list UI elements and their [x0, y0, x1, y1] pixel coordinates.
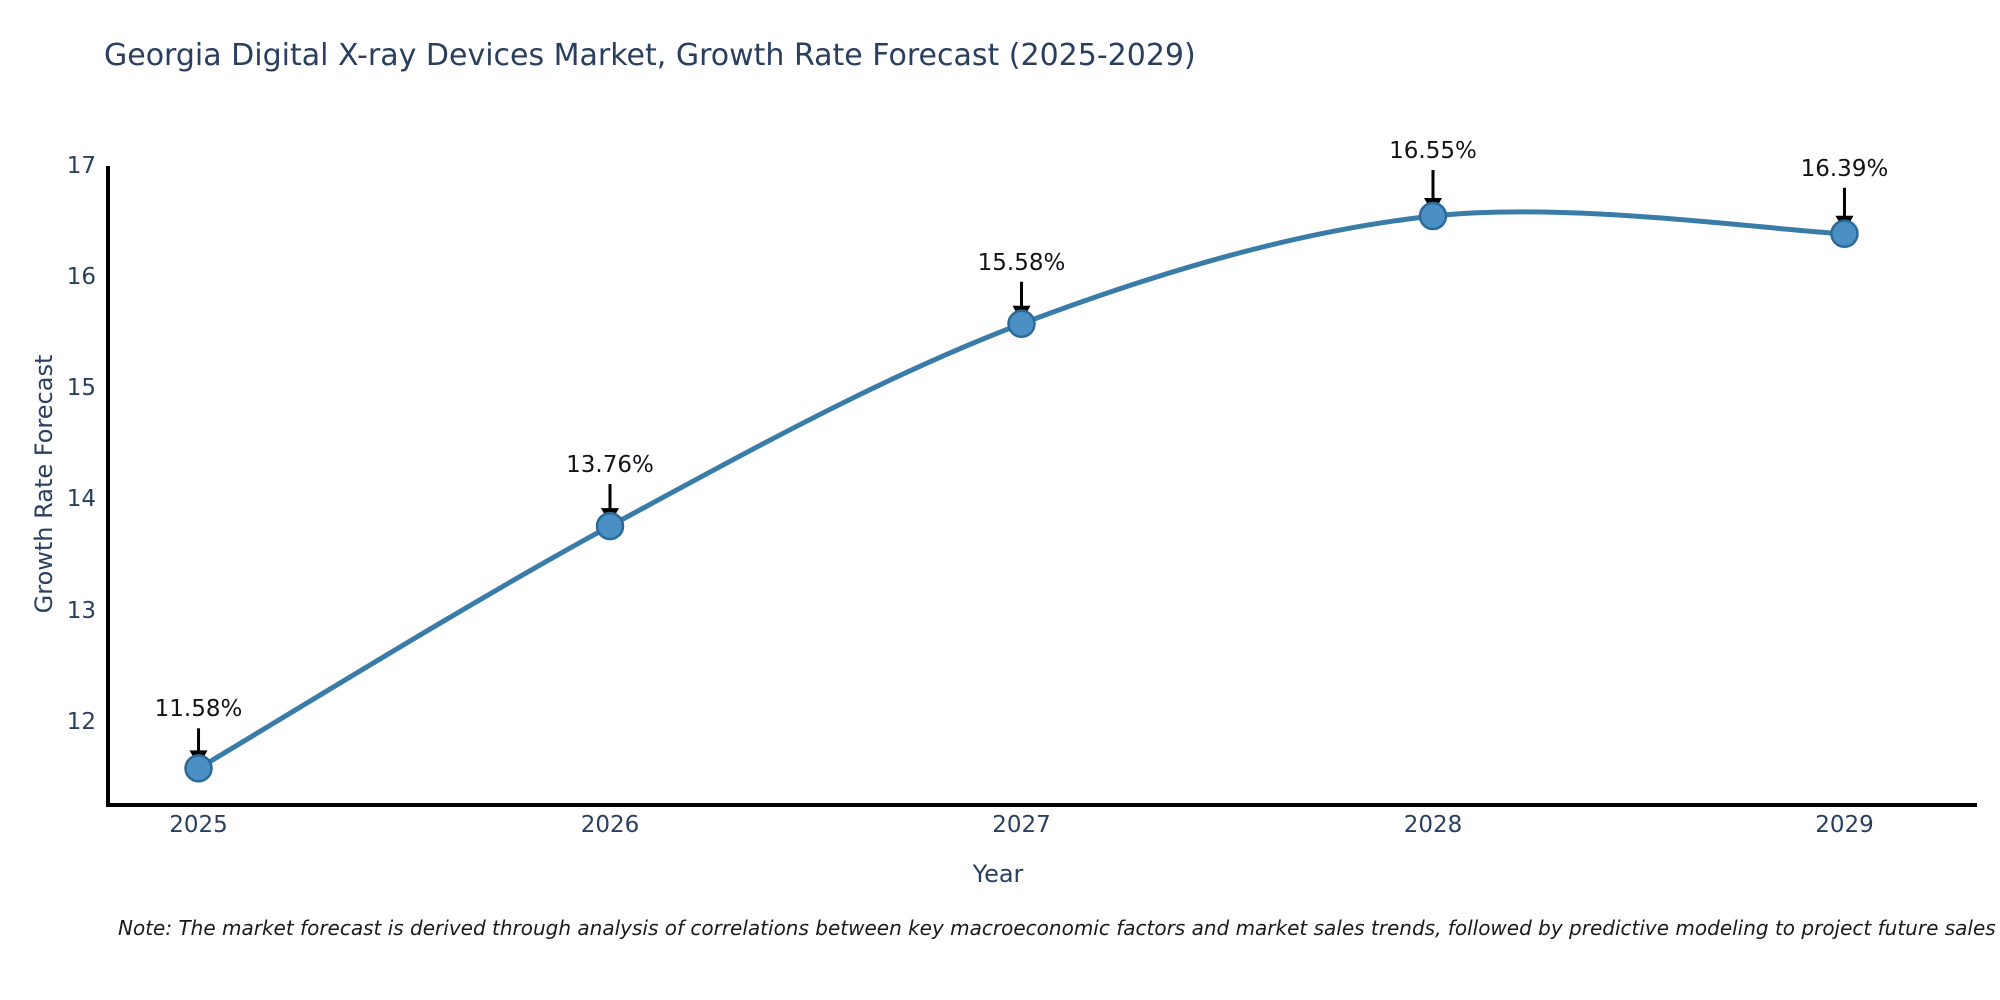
data-point-marker[interactable] [1418, 201, 1448, 231]
axes-lines [106, 166, 1977, 807]
data-point-label: 13.76% [566, 452, 654, 479]
x-axis-title-text: Year [972, 860, 1024, 888]
y-tick-label: 13 [66, 597, 96, 624]
data-point-marker[interactable] [1830, 219, 1859, 249]
data-point-label: 11.58% [154, 696, 243, 723]
x-tick-label: 2026 [580, 812, 640, 838]
footnote: Note: The market forecast is derived thr… [118, 916, 1996, 940]
x-axis-title: Year [0, 860, 2000, 888]
x-tick-label: 2029 [1815, 812, 1874, 838]
x-tick-label: 2025 [169, 812, 228, 838]
y-tick-label: 16 [66, 264, 96, 291]
y-tick-label: 14 [66, 486, 96, 513]
y-tick-label: 12 [66, 708, 96, 735]
data-point-marker[interactable] [1007, 309, 1036, 339]
x-tick-label: 2028 [1403, 812, 1463, 838]
data-point-marker[interactable] [595, 511, 625, 541]
x-tick-label: 2027 [992, 812, 1051, 838]
y-tick-label: 15 [66, 375, 96, 402]
data-point-label: 15.58% [977, 249, 1066, 276]
data-point-label: 16.55% [1389, 138, 1477, 164]
chart-title: Georgia Digital X-ray Devices Market, Gr… [104, 38, 1196, 73]
data-point-marker[interactable] [184, 754, 213, 783]
data-point-markers [184, 201, 1859, 783]
data-point-label: 16.39% [1800, 155, 1889, 182]
y-tick-label: 17 [66, 153, 96, 179]
